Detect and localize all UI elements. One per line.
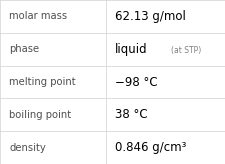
Text: density: density (9, 143, 46, 153)
Text: 0.846 g/cm³: 0.846 g/cm³ (115, 141, 186, 154)
Text: phase: phase (9, 44, 39, 54)
Text: molar mass: molar mass (9, 11, 67, 21)
Text: 38 °C: 38 °C (115, 108, 147, 121)
Text: 62.13 g/mol: 62.13 g/mol (115, 10, 185, 23)
Text: boiling point: boiling point (9, 110, 71, 120)
Text: melting point: melting point (9, 77, 75, 87)
Text: −98 °C: −98 °C (115, 75, 157, 89)
Text: (at STP): (at STP) (170, 46, 200, 54)
Text: liquid: liquid (115, 43, 147, 56)
